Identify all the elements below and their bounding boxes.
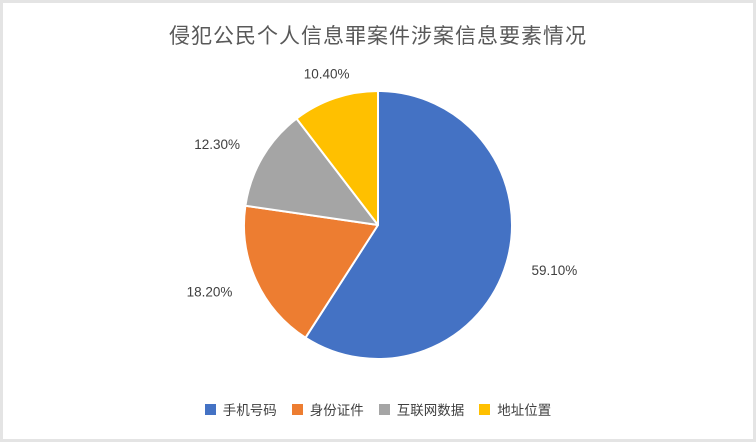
pie-slice-2: [244, 117, 379, 226]
pie-slice-1: [243, 204, 379, 339]
legend-item-0: 手机号码: [204, 399, 277, 419]
pie-data-label-1: 18.20%: [187, 284, 233, 299]
pie-slices-group: [243, 90, 513, 360]
legend-label: 互联网数据: [396, 403, 465, 418]
pie-data-label-2: 12.30%: [194, 137, 240, 152]
pie-chart: 59.10% 18.20% 12.30% 10.40%: [187, 67, 578, 360]
legend-swatch-icon: [479, 403, 491, 415]
pie-data-label-3: 10.40%: [304, 67, 350, 82]
chart-legend: 手机号码 身份证件 互联网数据 地址位置: [3, 399, 753, 419]
legend-item-3: 地址位置: [479, 399, 551, 419]
legend-label: 手机号码: [222, 403, 277, 418]
chart-title: 侵犯公民个人信息罪案件涉案信息要素情况: [169, 25, 587, 48]
legend-label: 身份证件: [309, 403, 364, 418]
legend-swatch-icon: [204, 403, 216, 415]
pie-slice-0: [304, 90, 513, 360]
legend-swatch-icon: [291, 403, 303, 415]
pie-data-label-0: 59.10%: [532, 263, 578, 278]
pie-slice-3: [295, 90, 379, 226]
pie-labels-group: 59.10% 18.20% 12.30% 10.40%: [187, 67, 578, 300]
legend-label: 地址位置: [497, 403, 552, 418]
legend-item-2: 互联网数据: [378, 399, 465, 419]
legend-swatch-icon: [378, 403, 390, 415]
legend-item-1: 身份证件: [291, 399, 364, 419]
